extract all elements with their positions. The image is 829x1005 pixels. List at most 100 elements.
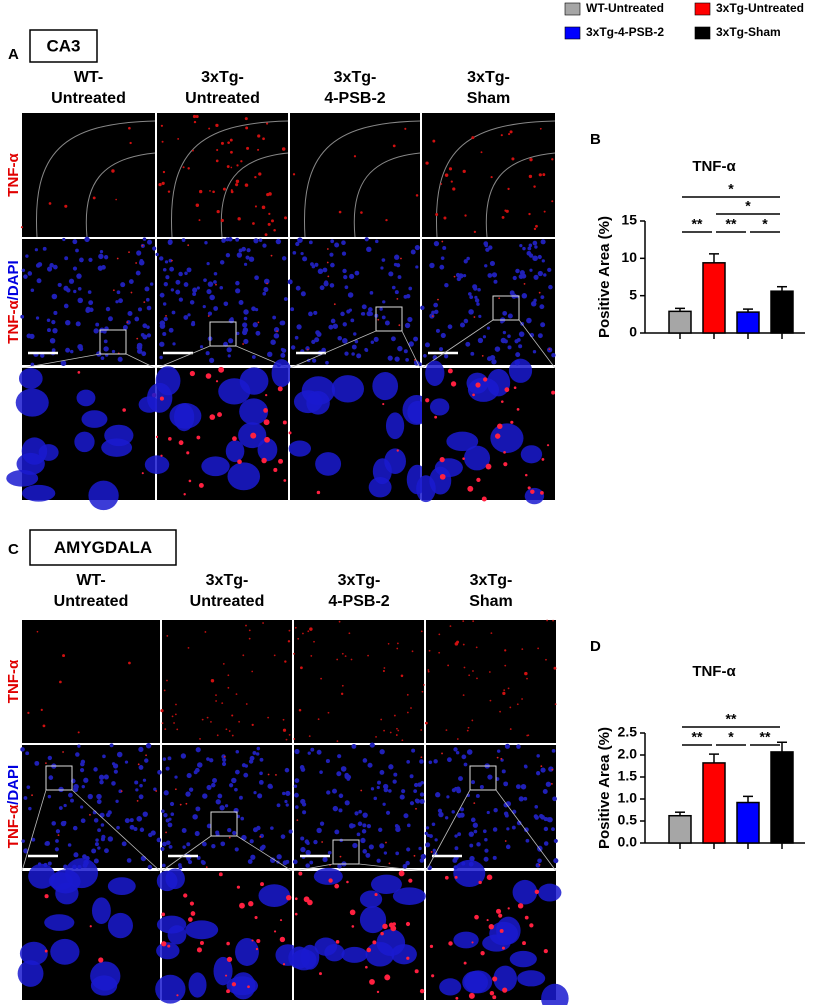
red-dot bbox=[159, 396, 164, 401]
nucleus bbox=[156, 837, 162, 843]
red-dot bbox=[136, 799, 139, 802]
nucleus bbox=[83, 777, 89, 783]
nucleus bbox=[97, 846, 101, 850]
nucleus bbox=[263, 278, 270, 285]
nucleus bbox=[409, 774, 414, 779]
red-dot bbox=[245, 703, 248, 705]
nucleus bbox=[51, 348, 56, 353]
red-dot bbox=[468, 992, 475, 999]
red-dot bbox=[376, 990, 380, 994]
red-dot bbox=[48, 202, 52, 205]
nucleus bbox=[124, 818, 130, 824]
nucleus bbox=[221, 238, 226, 243]
nucleus bbox=[281, 256, 287, 261]
red-dot bbox=[176, 728, 179, 731]
nucleus bbox=[420, 853, 427, 860]
nucleus bbox=[408, 341, 414, 347]
red-dot bbox=[227, 686, 230, 689]
red-dot bbox=[472, 620, 475, 623]
red-dot bbox=[130, 291, 133, 294]
red-dot bbox=[405, 921, 411, 927]
nucleus bbox=[197, 762, 203, 768]
red-dot bbox=[264, 436, 270, 443]
red-dot bbox=[218, 366, 225, 373]
red-dot bbox=[192, 114, 197, 119]
nucleus bbox=[186, 856, 191, 861]
nucleus bbox=[369, 311, 373, 316]
nucleus bbox=[379, 770, 385, 775]
nucleus bbox=[541, 983, 569, 1005]
nucleus bbox=[394, 290, 399, 295]
nucleus bbox=[454, 834, 458, 838]
red-dot bbox=[62, 751, 64, 753]
nucleus bbox=[536, 754, 540, 758]
nucleus bbox=[370, 874, 402, 894]
nucleus bbox=[532, 255, 538, 262]
region-outline bbox=[85, 152, 156, 238]
nucleus bbox=[419, 858, 425, 863]
red-dot bbox=[500, 757, 503, 760]
red-dot bbox=[336, 658, 339, 661]
red-dot bbox=[278, 458, 284, 464]
nucleus bbox=[493, 808, 498, 813]
nucleus bbox=[34, 248, 39, 252]
nucleus bbox=[68, 278, 75, 284]
nucleus bbox=[491, 272, 498, 278]
nucleus bbox=[373, 796, 378, 801]
nucleus bbox=[463, 445, 491, 471]
nucleus bbox=[258, 238, 263, 242]
nucleus bbox=[547, 816, 553, 823]
red-dot bbox=[161, 722, 164, 725]
nucleus bbox=[222, 757, 227, 763]
nucleus bbox=[503, 802, 509, 808]
red-dot bbox=[439, 473, 446, 480]
nucleus bbox=[65, 320, 71, 326]
red-dot bbox=[502, 691, 506, 696]
nucleus bbox=[518, 331, 525, 337]
red-dot bbox=[509, 706, 512, 709]
nucleus bbox=[206, 262, 210, 266]
nucleus bbox=[351, 743, 357, 749]
nucleus bbox=[25, 254, 29, 258]
nucleus bbox=[88, 300, 94, 306]
red-dot bbox=[204, 631, 207, 633]
red-dot bbox=[450, 381, 457, 387]
nucleus bbox=[186, 842, 191, 847]
nucleus bbox=[51, 293, 58, 300]
nucleus bbox=[80, 759, 86, 765]
red-dot bbox=[428, 649, 431, 652]
nucleus bbox=[316, 749, 322, 755]
nucleus bbox=[35, 263, 41, 268]
nucleus bbox=[463, 259, 468, 264]
nucleus bbox=[107, 836, 114, 842]
nucleus bbox=[342, 268, 347, 274]
red-dot bbox=[226, 956, 233, 963]
red-dot bbox=[326, 248, 329, 250]
nucleus bbox=[381, 258, 386, 262]
nucleus bbox=[182, 845, 186, 849]
nucleus bbox=[337, 863, 342, 869]
nucleus bbox=[185, 920, 219, 940]
red-dot bbox=[165, 314, 167, 317]
red-dot bbox=[427, 670, 430, 673]
nucleus bbox=[516, 337, 521, 342]
red-dot bbox=[257, 134, 261, 138]
red-dot bbox=[419, 988, 425, 994]
nucleus bbox=[241, 763, 247, 768]
red-dot bbox=[427, 669, 430, 671]
zoom-line bbox=[401, 330, 421, 369]
red-dot bbox=[111, 169, 115, 173]
nucleus bbox=[533, 814, 538, 819]
nucleus bbox=[60, 360, 67, 366]
nucleus bbox=[257, 793, 263, 799]
red-dot bbox=[507, 907, 510, 910]
nucleus bbox=[442, 245, 447, 250]
row-label-part: TNF-α bbox=[5, 804, 22, 848]
nucleus bbox=[217, 793, 223, 799]
red-dot bbox=[533, 227, 537, 231]
nucleus bbox=[162, 302, 167, 306]
red-dot bbox=[196, 435, 201, 440]
red-dot bbox=[389, 731, 392, 734]
zoom-box bbox=[469, 765, 497, 791]
red-dot bbox=[554, 703, 557, 706]
